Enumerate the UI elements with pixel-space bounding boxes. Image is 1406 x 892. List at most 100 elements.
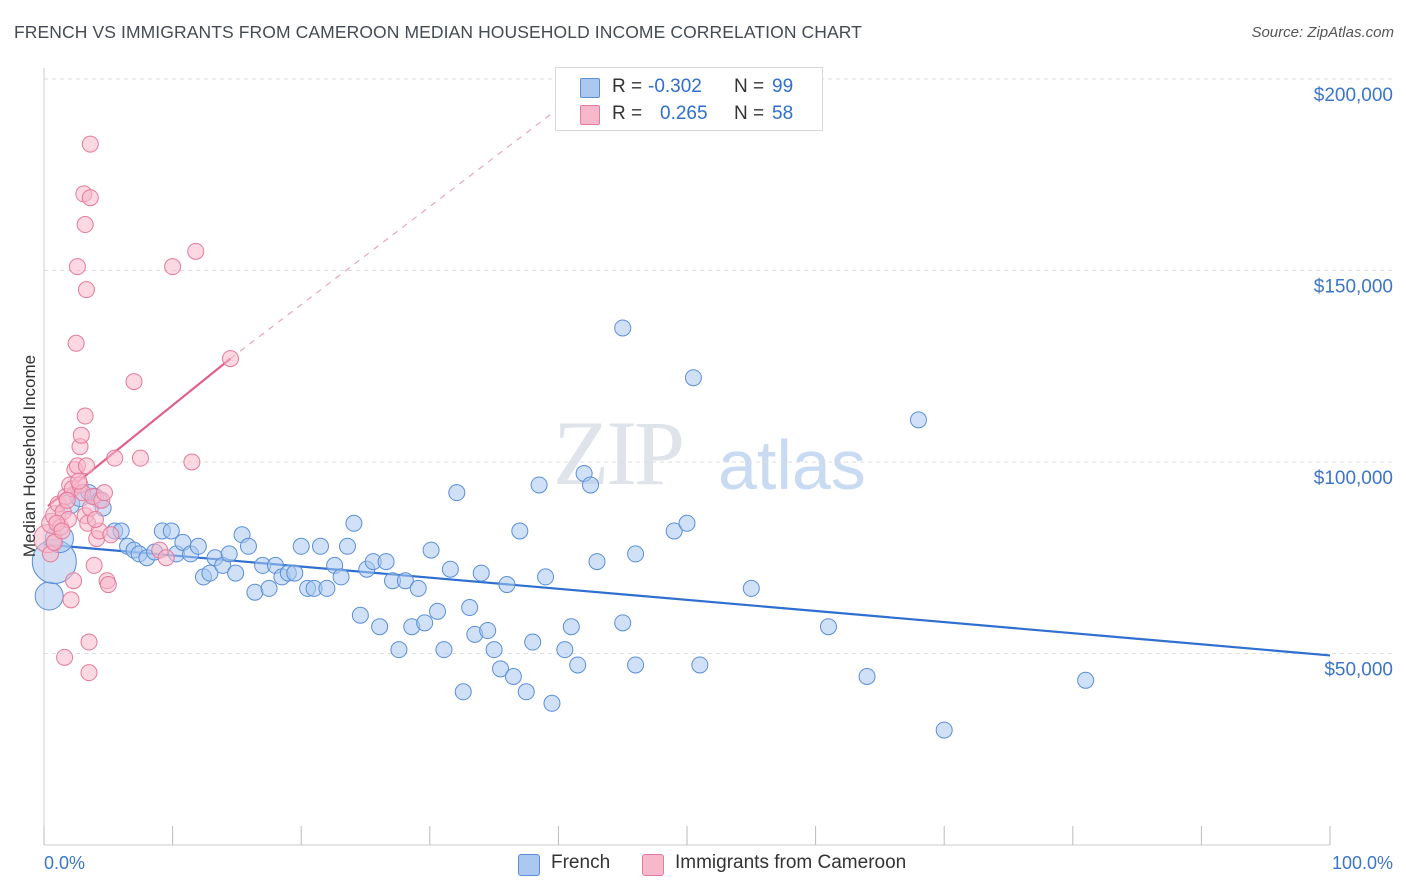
point-french xyxy=(390,641,408,659)
point-french xyxy=(537,568,555,586)
point-french xyxy=(498,576,516,594)
data-points xyxy=(31,135,1095,739)
trend-extension-cameroon xyxy=(230,78,598,360)
point-french xyxy=(351,606,369,624)
point-cameroon xyxy=(183,453,201,471)
point-cameroon xyxy=(72,426,90,444)
grid-lines xyxy=(44,78,1394,654)
point-french xyxy=(588,553,606,571)
point-cameroon xyxy=(106,449,124,467)
point-french xyxy=(220,545,238,563)
point-cameroon xyxy=(95,484,113,502)
point-french xyxy=(34,581,64,611)
point-french xyxy=(935,721,953,739)
chart-title: FRENCH VS IMMIGRANTS FROM CAMEROON MEDIA… xyxy=(14,22,862,42)
point-french xyxy=(614,614,632,632)
point-french xyxy=(435,641,453,659)
point-french xyxy=(441,560,459,578)
x-tick-label-min: 0.0% xyxy=(44,853,85,873)
point-cameroon xyxy=(80,664,98,682)
legend-r-value: 0.265 xyxy=(660,103,708,124)
point-cameroon xyxy=(164,258,182,276)
point-cameroon xyxy=(85,556,103,574)
point-french xyxy=(345,514,363,532)
legend-n-value: 99 xyxy=(772,76,794,97)
point-cameroon xyxy=(58,491,76,509)
point-french xyxy=(396,572,414,590)
point-cameroon xyxy=(99,576,117,594)
point-cameroon xyxy=(187,242,205,260)
legend-r-label: R = xyxy=(612,103,643,124)
point-french xyxy=(524,633,542,651)
point-cameroon xyxy=(157,549,175,567)
point-french xyxy=(201,564,219,582)
point-cameroon xyxy=(76,407,94,425)
point-french xyxy=(472,564,490,582)
y-tick-label: $150,000 xyxy=(1314,277,1393,298)
y-tick-label: $200,000 xyxy=(1314,85,1393,106)
point-cameroon xyxy=(56,648,74,666)
point-french xyxy=(239,537,257,555)
axes xyxy=(43,68,1331,846)
y-tick-label: $100,000 xyxy=(1314,468,1393,489)
tick-labels: $50,000 $100,000 $150,000 $200,000 0.0% 100.0… xyxy=(44,85,1393,873)
point-french xyxy=(416,614,434,632)
point-cameroon xyxy=(221,350,239,368)
point-french xyxy=(448,484,466,502)
point-cameroon xyxy=(125,373,143,391)
point-french xyxy=(409,579,427,597)
bottom-legend-swatch-french xyxy=(518,854,540,876)
point-french xyxy=(371,618,389,636)
point-french xyxy=(562,618,580,636)
point-french xyxy=(422,541,440,559)
point-french xyxy=(543,694,561,712)
bottom-legend-label-cameroon: Immigrants from Cameroon xyxy=(675,852,907,873)
point-cameroon xyxy=(70,472,88,490)
y-axis-label: Median Household Income xyxy=(20,355,39,557)
point-french xyxy=(292,537,310,555)
point-cameroon xyxy=(86,510,104,528)
point-cameroon xyxy=(53,522,71,540)
point-cameroon xyxy=(80,633,98,651)
point-cameroon xyxy=(131,449,149,467)
point-french xyxy=(556,641,574,659)
point-french xyxy=(858,667,876,685)
point-french xyxy=(627,545,645,563)
point-french xyxy=(819,618,837,636)
point-cameroon xyxy=(102,526,120,544)
point-cameroon xyxy=(68,258,86,276)
point-french xyxy=(260,579,278,597)
watermark-atlas: atlas xyxy=(718,426,866,504)
legend-n-value: 58 xyxy=(772,103,794,124)
legend-n-label: N = xyxy=(734,103,765,124)
point-french xyxy=(454,683,472,701)
point-cameroon xyxy=(62,591,80,609)
point-french xyxy=(492,660,510,678)
point-french xyxy=(909,411,927,429)
x-tick-label-max: 100.0% xyxy=(1332,853,1393,873)
point-cameroon xyxy=(76,216,94,234)
point-french xyxy=(582,476,600,494)
point-french xyxy=(377,553,395,571)
point-french xyxy=(318,579,336,597)
trend-line-french xyxy=(43,543,1331,657)
point-french xyxy=(511,522,529,540)
point-french xyxy=(311,537,329,555)
legend-r-value: -0.302 xyxy=(648,76,702,97)
point-french xyxy=(569,656,587,674)
point-french xyxy=(162,522,180,540)
correlation-legend: R = -0.302 N = 99 R = 0.265 N = 58 xyxy=(555,67,823,131)
legend-r-label: R = xyxy=(612,76,643,97)
bottom-legend-swatch-cameroon xyxy=(642,854,664,876)
chart-source: Source: ZipAtlas.com xyxy=(1251,24,1394,41)
y-tick-label: $50,000 xyxy=(1324,660,1393,681)
point-french xyxy=(227,564,245,582)
point-cameroon xyxy=(65,572,83,590)
point-french xyxy=(504,667,522,685)
point-french xyxy=(286,564,304,582)
point-french xyxy=(627,656,645,674)
legend-swatch-cameroon xyxy=(580,105,600,125)
point-french xyxy=(332,568,350,586)
point-french xyxy=(429,602,447,620)
